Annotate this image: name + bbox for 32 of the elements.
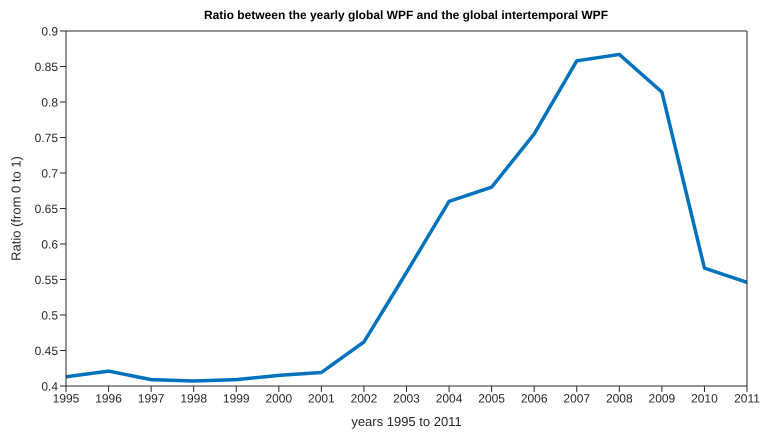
y-tick-label: 0.75 bbox=[34, 130, 58, 145]
x-tick-label: 1998 bbox=[180, 392, 208, 406]
y-tick-label: 0.8 bbox=[41, 95, 58, 110]
x-tick-label: 1997 bbox=[138, 392, 165, 406]
x-tick-label: 2004 bbox=[436, 392, 463, 406]
x-tick-label: 2006 bbox=[520, 392, 548, 406]
y-tick-label: 0.7 bbox=[41, 166, 58, 180]
line-series bbox=[66, 52, 747, 383]
y-tick-label: 0.55 bbox=[34, 272, 58, 287]
y-tick-label: 0.45 bbox=[34, 344, 58, 358]
x-tick-label: 1995 bbox=[52, 392, 80, 406]
y-tick-label: 0.65 bbox=[34, 202, 58, 216]
x-axis-title: years 1995 to 2011 bbox=[351, 414, 462, 429]
x-tick-label: 2009 bbox=[648, 392, 676, 406]
x-tick-label: 2011 bbox=[734, 392, 760, 406]
y-tick-label: 0.5 bbox=[41, 308, 58, 322]
y-tick-label: 0.85 bbox=[34, 60, 58, 74]
x-tick-label: 2000 bbox=[265, 392, 292, 406]
x-tick-label: 2003 bbox=[393, 392, 420, 406]
y-axis-title: Ratio (from 0 to 1) bbox=[8, 156, 24, 261]
x-tick-label: 2005 bbox=[478, 392, 506, 406]
x-tick-label: 2007 bbox=[563, 392, 590, 406]
x-tick-label: 2008 bbox=[606, 392, 633, 406]
x-tick-label: 2002 bbox=[350, 392, 378, 406]
chart-title: Ratio between the yearly global WPF and the global intertemporal WPF bbox=[202, 8, 610, 22]
y-tick-label: 0.6 bbox=[41, 237, 58, 252]
y-tick-label: 0.9 bbox=[41, 24, 58, 38]
x-tick-label: 1996 bbox=[95, 392, 122, 406]
x-tick-label: 1999 bbox=[222, 392, 250, 406]
y-tick-label: 0.4 bbox=[41, 379, 58, 394]
x-tick-label: 2001 bbox=[308, 392, 336, 406]
x-tick-label: 2010 bbox=[691, 392, 718, 406]
